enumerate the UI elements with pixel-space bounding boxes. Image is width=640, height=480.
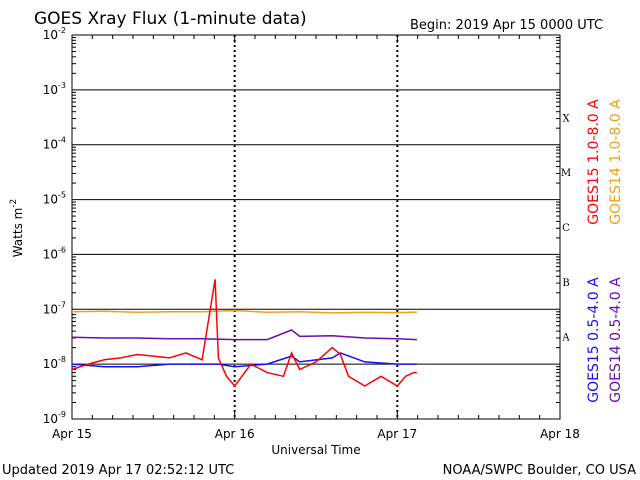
y-tick-label: 10-5 xyxy=(43,191,66,207)
series-line-1 xyxy=(71,309,417,314)
footer-credit: NOAA/SWPC Boulder, CO USA xyxy=(443,463,636,478)
legend-entry: GOES14 0.5-4.0 A xyxy=(608,277,624,403)
flare-class-label: C xyxy=(562,223,570,234)
flare-class-label: X xyxy=(562,113,570,124)
y-tick-label: 10-9 xyxy=(43,410,66,426)
flare-class-labels: X M C B A xyxy=(561,113,571,343)
series-line-0 xyxy=(71,279,417,388)
x-axis-label: Universal Time xyxy=(271,443,360,457)
footer-updated: Updated 2019 Apr 17 02:52:12 UTC xyxy=(2,463,234,478)
chart-title: GOES Xray Flux (1-minute data) xyxy=(34,9,307,29)
series-line-3 xyxy=(71,329,417,341)
legend-entry: GOES14 1.0-8.0 A xyxy=(608,99,624,225)
y-tick-labels: 10-2 10-3 10-4 10-5 10-6 10-7 10-8 10-9 xyxy=(43,26,66,426)
x-tick-label: Apr 16 xyxy=(215,427,255,441)
y-tick-label: 10-6 xyxy=(43,245,66,261)
x-tick-labels: Apr 15 Apr 16 Apr 17 Apr 18 xyxy=(52,427,580,441)
series-line-2 xyxy=(71,352,417,368)
flare-class-label: B xyxy=(562,278,569,289)
grid xyxy=(71,35,561,419)
series-layer xyxy=(71,279,417,388)
legend-entry: GOES15 0.5-4.0 A xyxy=(586,277,602,403)
x-tick-label: Apr 17 xyxy=(377,427,417,441)
y-tick-label: 10-7 xyxy=(43,300,66,316)
x-tick-label: Apr 15 xyxy=(52,427,92,441)
flare-class-label: A xyxy=(561,333,570,344)
y-tick-label: 10-2 xyxy=(43,26,66,42)
y-tick-label: 10-8 xyxy=(43,355,66,371)
legend: GOES15 1.0-8.0 A GOES14 1.0-8.0 A GOES15 0… xyxy=(586,99,624,403)
legend-entry: GOES15 1.0-8.0 A xyxy=(586,99,602,225)
begin-label: Begin: 2019 Apr 15 0000 UTC xyxy=(410,18,603,33)
y-axis-label: Watts m-2 xyxy=(9,199,25,258)
y-tick-label: 10-4 xyxy=(43,136,66,152)
x-tick-label: Apr 18 xyxy=(540,427,580,441)
y-tick-label: 10-3 xyxy=(43,81,66,97)
flare-class-label: M xyxy=(561,168,571,179)
